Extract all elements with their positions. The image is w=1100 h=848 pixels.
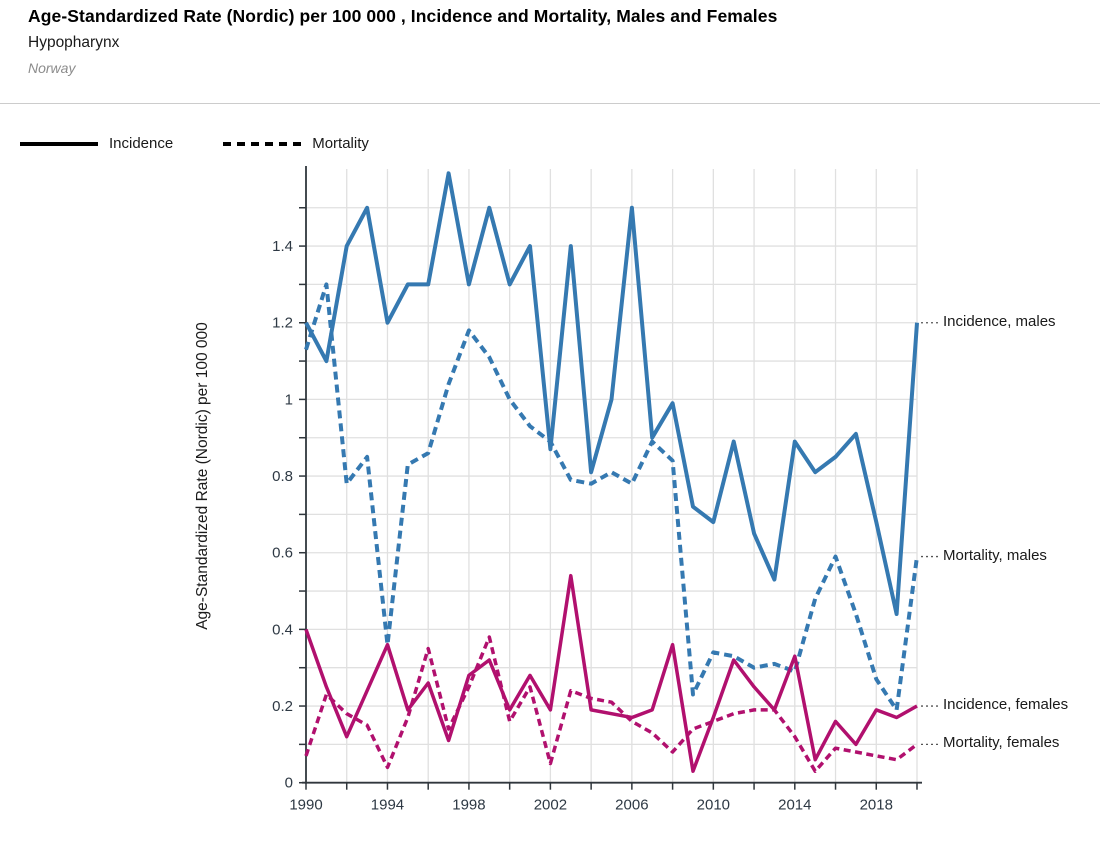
legend-label-incidence: Incidence [109, 135, 174, 152]
y-tick-label: 0 [285, 775, 293, 792]
series-end-label-incidence-males: Incidence, males [943, 312, 1056, 330]
chart-legend: Incidence Mortality [20, 135, 369, 152]
y-tick-label: 1.2 [272, 315, 293, 332]
y-tick-label: 0.2 [272, 698, 293, 715]
series-end-label-incidence-females: Incidence, females [943, 696, 1069, 714]
y-tick-label: 1 [285, 391, 293, 408]
x-tick-label: 2018 [860, 797, 893, 814]
x-tick-labels: 1990 1994 1998 2002 2006 2010 2014 2018 [289, 797, 893, 814]
legend-label-mortality: Mortality [312, 135, 369, 152]
chart-header: Age-Standardized Rate (Nordic) per 100 0… [28, 6, 1072, 76]
axes [299, 166, 922, 790]
legend-item-mortality: Mortality [223, 135, 369, 152]
series-end-label-mortality-males: Mortality, males [943, 546, 1047, 564]
legend-dashed-line-icon [223, 141, 302, 146]
y-tick-label: 0.6 [272, 545, 293, 562]
x-tick-label: 1990 [289, 797, 322, 814]
x-tick-label: 2006 [615, 797, 648, 814]
x-tick-label: 1998 [452, 797, 485, 814]
y-gridlines [306, 207, 917, 746]
x-tick-label: 1994 [371, 797, 404, 814]
page-title: Age-Standardized Rate (Nordic) per 100 0… [28, 6, 778, 26]
chart-subtitle: Hypopharynx [28, 34, 120, 51]
y-tick-label: 1.4 [272, 238, 293, 255]
series-line-mortality-females [304, 635, 919, 773]
y-tick-labels: 0 0.2 0.4 0.6 0.8 1 1.2 1.4 [272, 238, 293, 792]
x-tick-label: 2010 [697, 797, 730, 814]
end-label-leaders [921, 322, 938, 746]
legend-solid-line-icon [20, 141, 98, 146]
series-line-incidence-females [304, 573, 918, 773]
chart-region: Norway [28, 60, 76, 76]
y-tick-label: 0.4 [272, 621, 293, 638]
series-line-incidence-males [304, 171, 919, 616]
x-tick-label: 2002 [534, 797, 567, 814]
series-end-label-mortality-females: Mortality, females [943, 734, 1060, 752]
y-tick-label: 0.8 [272, 468, 293, 485]
x-tick-label: 2014 [778, 797, 811, 814]
header-divider [0, 103, 1100, 104]
legend-item-incidence: Incidence [20, 135, 173, 152]
series-line-mortality-males [304, 282, 919, 712]
